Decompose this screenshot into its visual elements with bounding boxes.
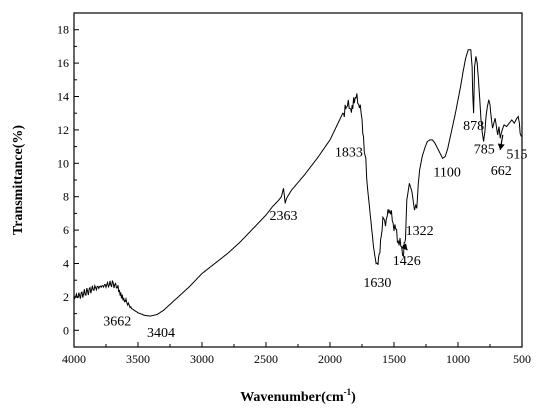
x-tick-label: 2500: [254, 352, 278, 366]
peak-arrows: [400, 134, 505, 251]
y-tick-label: 16: [57, 56, 69, 70]
y-tick-label: 0: [63, 323, 69, 337]
y-tick-label: 8: [63, 190, 69, 204]
peak-label: 3404: [147, 326, 175, 341]
y-tick-label: 18: [57, 23, 69, 37]
peak-label: 1833: [335, 146, 363, 161]
peak-label: 785: [474, 142, 495, 157]
y-tick-label: 6: [63, 223, 69, 237]
peak-label: 878: [463, 119, 484, 134]
y-tick-label: 2: [63, 290, 69, 304]
peak-label: 3662: [103, 314, 131, 329]
y-tick-label: 12: [57, 123, 69, 137]
x-axis-ticks: 4000 3500 3000 2500 2000 1500 1000 500: [62, 342, 531, 366]
y-tick-label: 14: [57, 90, 69, 104]
plot-frame: [73, 12, 523, 348]
y-axis-ticks: 0 2 4 6 8 10 12 14 16 18: [57, 12, 79, 348]
peak-label: 1426: [393, 254, 421, 269]
peak-label: 515: [506, 147, 527, 162]
x-tick-label: 2000: [318, 352, 342, 366]
peak-label: 662: [491, 164, 512, 179]
x-tick-label: 4000: [62, 352, 86, 366]
x-tick-label: 3000: [190, 352, 214, 366]
peak-label: 1322: [406, 224, 434, 239]
x-axis-title: Wavenumber(cm-1): [240, 387, 356, 405]
x-tick-label: 500: [513, 352, 531, 366]
x-tick-label: 3500: [126, 352, 150, 366]
peak-label: 1100: [433, 166, 460, 181]
y-axis-title: Transmittance(%): [11, 125, 26, 235]
peak-label: 1630: [363, 276, 391, 291]
y-tick-label: 10: [57, 156, 69, 170]
arrow-head: [497, 143, 505, 150]
y-tick-label: 4: [63, 257, 69, 271]
x-tick-label: 1500: [382, 352, 406, 366]
peak-label: 2363: [270, 209, 298, 224]
spectrum-line: [73, 49, 522, 317]
arrow-head: [400, 243, 408, 251]
x-tick-label: 1000: [446, 352, 470, 366]
